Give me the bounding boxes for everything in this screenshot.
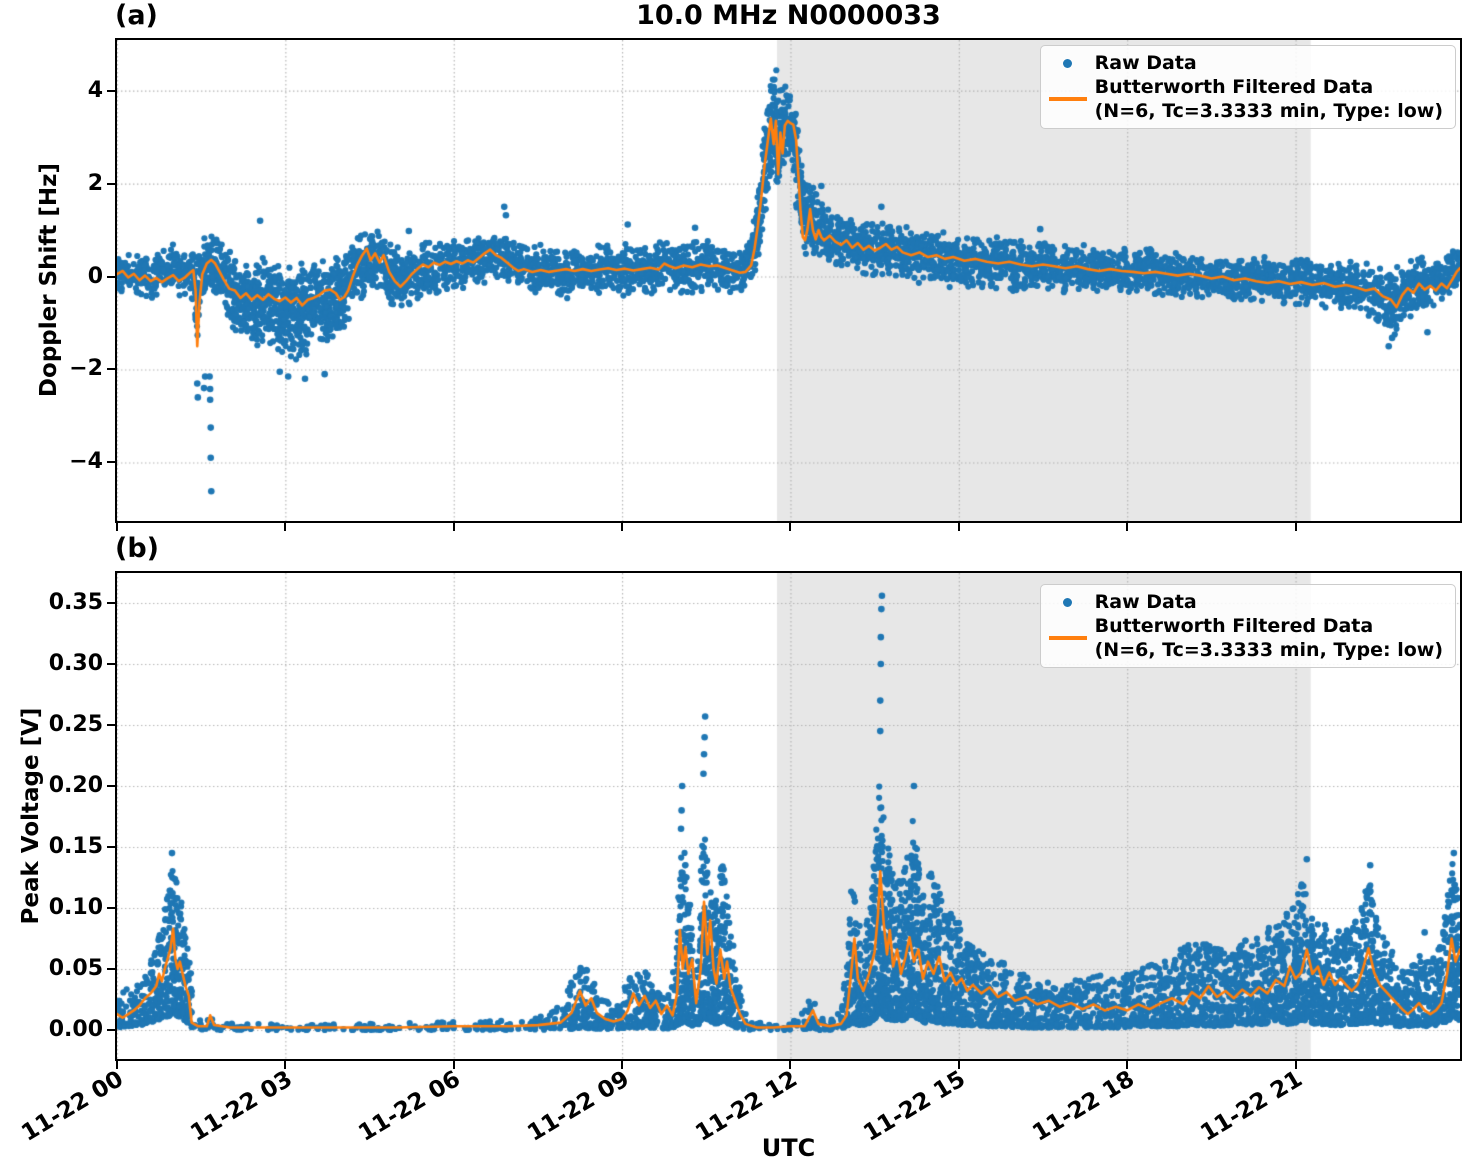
x-axis-label: UTC bbox=[761, 1134, 816, 1162]
x-tick-mark bbox=[1126, 523, 1129, 531]
chart-title: 10.0 MHz N0000033 bbox=[636, 0, 941, 31]
y-tick-mark bbox=[107, 275, 115, 278]
y-tick-mark bbox=[107, 89, 115, 92]
legend-item-filtered-data: Butterworth Filtered Data (N=6, Tc=3.333… bbox=[1041, 614, 1443, 662]
x-tick-mark bbox=[789, 523, 792, 531]
x-tick-mark bbox=[1294, 1061, 1297, 1069]
doppler-y-axis-label: Doppler Shift [Hz] bbox=[36, 162, 62, 398]
y-tick-label: 0.30 bbox=[48, 651, 103, 676]
y-tick-label: 0.10 bbox=[48, 894, 103, 920]
voltage-axes-frame bbox=[115, 571, 1462, 1061]
x-tick-mark bbox=[1294, 523, 1297, 531]
raw-data-marker-icon bbox=[1063, 58, 1073, 68]
y-tick-label: 0.35 bbox=[48, 590, 103, 615]
x-tick-mark bbox=[284, 523, 287, 531]
panel-b-tag: (b) bbox=[115, 533, 160, 564]
y-tick-mark bbox=[107, 723, 115, 726]
y-tick-label: 0.00 bbox=[48, 1016, 103, 1042]
y-tick-mark bbox=[107, 1028, 115, 1031]
x-tick-mark bbox=[116, 523, 118, 531]
legend-a: Raw Data Butterworth Filtered Data (N=6,… bbox=[1039, 45, 1456, 129]
legend-filtered-label: Butterworth Filtered Data (N=6, Tc=3.333… bbox=[1094, 76, 1443, 122]
y-tick-mark bbox=[107, 906, 115, 909]
y-tick-label: 0.05 bbox=[48, 955, 103, 981]
y-tick-label: 0 bbox=[87, 263, 103, 289]
y-tick-mark bbox=[107, 602, 115, 604]
x-tick-mark bbox=[957, 523, 960, 531]
y-tick-label: 0.25 bbox=[48, 711, 103, 737]
y-tick-label: −2 bbox=[69, 356, 103, 382]
y-tick-label: 2 bbox=[87, 170, 103, 196]
y-tick-mark bbox=[107, 845, 115, 848]
doppler-axes-frame bbox=[115, 38, 1462, 523]
legend-raw-label: Raw Data bbox=[1094, 52, 1197, 74]
y-tick-mark bbox=[107, 663, 115, 665]
y-tick-mark bbox=[107, 967, 115, 970]
x-tick-mark bbox=[789, 1061, 792, 1069]
raw-data-marker-icon bbox=[1063, 597, 1073, 607]
panel-a-tag: (a) bbox=[115, 0, 158, 31]
y-tick-label: 4 bbox=[87, 77, 103, 103]
legend-filtered-label: Butterworth Filtered Data (N=6, Tc=3.333… bbox=[1094, 615, 1443, 661]
y-tick-label: 0.20 bbox=[48, 772, 103, 798]
y-tick-label: 0.15 bbox=[48, 833, 103, 859]
filtered-data-marker-icon bbox=[1048, 636, 1087, 640]
filtered-data-marker-icon bbox=[1048, 97, 1087, 101]
y-tick-mark bbox=[107, 784, 115, 787]
x-tick-mark bbox=[1126, 1061, 1129, 1069]
x-tick-mark bbox=[621, 1061, 624, 1069]
legend-item-filtered-data: Butterworth Filtered Data (N=6, Tc=3.333… bbox=[1041, 75, 1443, 123]
x-tick-mark bbox=[957, 1061, 960, 1069]
y-tick-mark bbox=[107, 368, 115, 371]
legend-item-raw-data: Raw Data bbox=[1041, 51, 1443, 75]
legend-raw-label: Raw Data bbox=[1094, 591, 1197, 613]
voltage-y-axis-label: Peak Voltage [V] bbox=[18, 707, 44, 925]
x-tick-mark bbox=[116, 1061, 118, 1069]
legend-item-raw-data: Raw Data bbox=[1041, 590, 1443, 614]
x-tick-label: 11-22 00 bbox=[17, 1066, 129, 1147]
legend-b: Raw Data Butterworth Filtered Data (N=6,… bbox=[1039, 584, 1456, 668]
y-tick-mark bbox=[107, 461, 115, 464]
x-tick-mark bbox=[284, 1061, 287, 1069]
y-tick-label: −4 bbox=[69, 449, 103, 475]
x-tick-mark bbox=[621, 523, 624, 531]
y-tick-mark bbox=[107, 182, 115, 185]
x-tick-mark bbox=[452, 1061, 455, 1069]
x-tick-mark bbox=[452, 523, 455, 531]
